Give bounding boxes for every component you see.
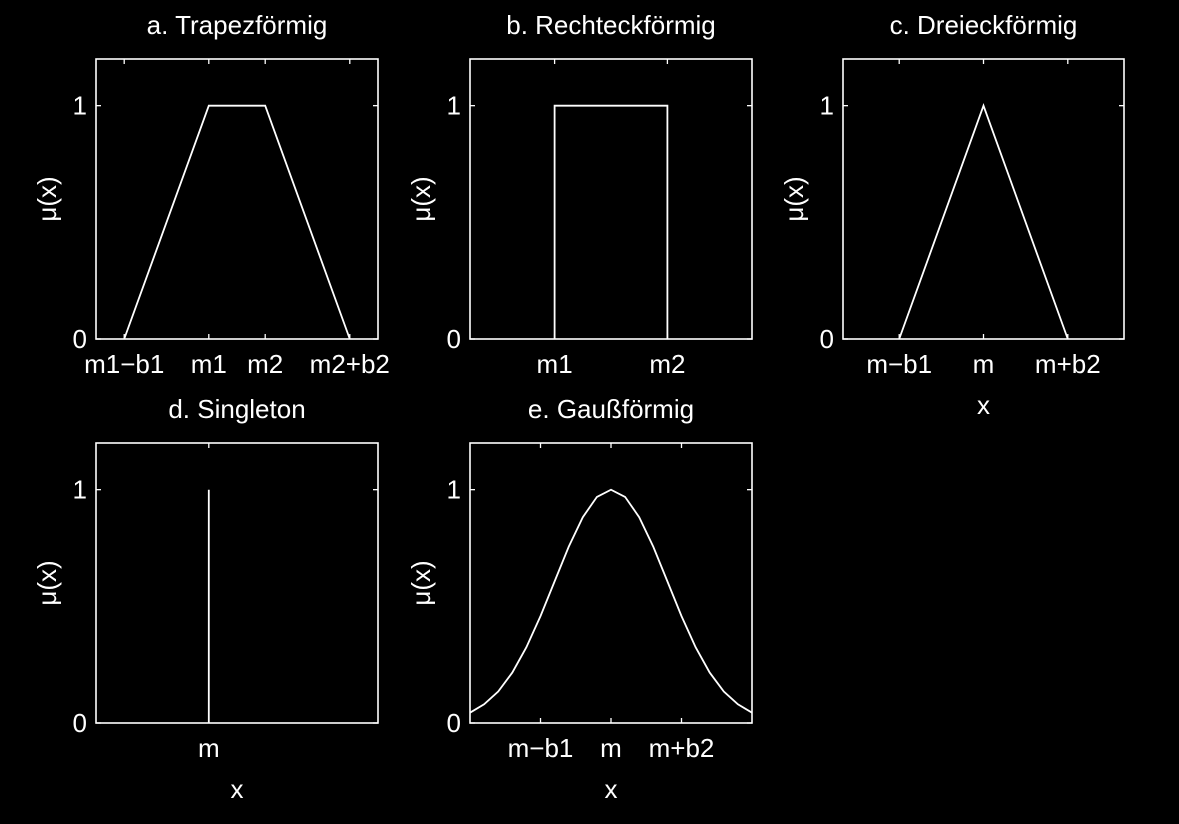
x-tick-label: m — [198, 733, 220, 763]
panel-e: e. Gaußförmig μ(x) x 0 1 m−b1 m m+b2 — [406, 394, 753, 804]
x-tick-label: m+b2 — [649, 733, 715, 763]
y-tick-label: 1 — [73, 475, 87, 505]
x-tick-label: m2 — [649, 349, 685, 379]
y-tick-label: 1 — [447, 475, 461, 505]
x-tick-label: m2 — [247, 349, 283, 379]
x-tick-label: m1−b1 — [84, 349, 164, 379]
panel-b: b. Rechteckförmig μ(x) 0 1 m1 m2 — [406, 10, 753, 379]
x-tick-label: m+b2 — [1035, 349, 1101, 379]
y-tick-label: 0 — [73, 708, 87, 738]
y-tick-label: 0 — [447, 708, 461, 738]
axes-box — [95, 58, 379, 340]
x-tick-label: m1 — [191, 349, 227, 379]
y-tick-label: 1 — [820, 91, 834, 121]
axes-box — [469, 58, 753, 340]
chart-title: a. Trapezförmig — [147, 10, 328, 40]
series-line — [123, 104, 351, 340]
y-axis-label: μ(x) — [779, 176, 809, 221]
series-line — [898, 103, 1069, 340]
y-tick-label: 0 — [73, 324, 87, 354]
panel-c: c. Dreieckförmig μ(x) x 0 1 m−b1 m m+b2 — [779, 10, 1125, 420]
y-axis-label: μ(x) — [406, 176, 436, 221]
x-tick-label: m — [600, 733, 622, 763]
x-tick-label: m−b1 — [508, 733, 574, 763]
x-tick-label: m — [973, 349, 995, 379]
y-axis-label: μ(x) — [406, 560, 436, 605]
chart-title: d. Singleton — [168, 394, 305, 424]
chart-title: b. Rechteckförmig — [506, 10, 716, 40]
chart-title: e. Gaußförmig — [528, 394, 694, 424]
chart-title: c. Dreieckförmig — [890, 10, 1078, 40]
y-tick-label: 1 — [73, 91, 87, 121]
x-tick-label: m1 — [537, 349, 573, 379]
y-tick-label: 0 — [447, 324, 461, 354]
x-tick-label: m−b1 — [866, 349, 932, 379]
y-axis-label: μ(x) — [32, 176, 62, 221]
x-tick-label: m2+b2 — [310, 349, 390, 379]
series-line — [553, 104, 669, 339]
x-axis-label: x — [605, 774, 618, 804]
panel-d: d. Singleton μ(x) x 0 1 m — [32, 394, 379, 804]
y-axis-label: μ(x) — [32, 560, 62, 605]
y-tick-label: 1 — [447, 91, 461, 121]
x-axis-label: x — [977, 390, 990, 420]
x-axis-label: x — [231, 774, 244, 804]
axes-box — [95, 442, 379, 724]
series-line — [469, 488, 753, 714]
panel-a: a. Trapezförmig μ(x) 0 1 m1−b1 m1 m2 m2+b2 — [32, 10, 390, 379]
y-tick-label: 0 — [820, 324, 834, 354]
